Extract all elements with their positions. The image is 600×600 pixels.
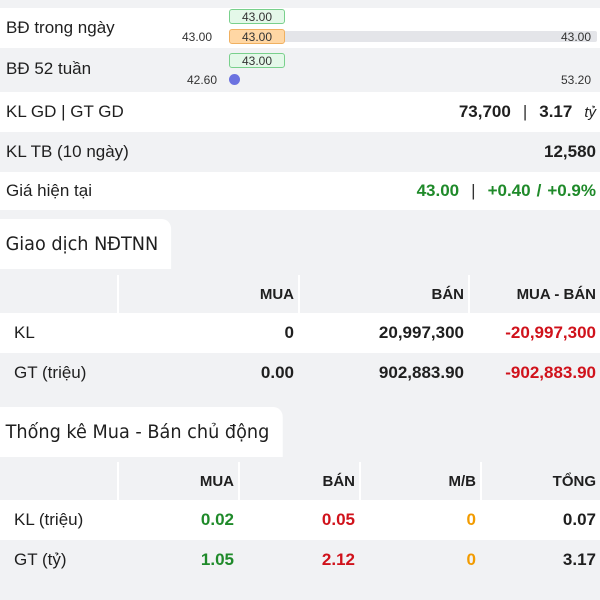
total-cell: 0.07 [562,510,596,529]
intraday-low: 43.00 [182,30,213,44]
active-trading-table: MUA BÁN M/B TỔNG KL (triệu) 0.02 0.05 0 … [0,462,600,580]
table-row: KL (triệu) 0.02 0.05 0 0.07 [0,500,600,540]
volume-value: 73,700 [458,102,511,121]
buy-cell: 0.02 [200,510,234,529]
header-buy: MUA [117,462,238,500]
header-net: MUA - BÁN [468,275,600,313]
intraday-high: 43.00 [561,30,592,44]
intraday-marker-top: 43.00 [229,9,285,24]
mb-cell: 0 [466,510,476,529]
row-label: KL (triệu) [14,510,84,529]
buy-cell: 0.00 [260,363,294,382]
week52-range-row: BĐ 52 tuần [0,48,600,90]
active-trading-title: Thống kê Mua - Bán chủ động [0,407,283,457]
header-empty [0,275,117,313]
avg-volume-row: KL TB (10 ngày) 12,580 [0,132,600,172]
sell-cell: 902,883.90 [378,363,464,382]
week52-marker: 43.00 [229,53,285,68]
header-sell: BÁN [238,462,359,500]
intraday-range-track [229,31,597,42]
sell-cell: 0.05 [321,510,355,529]
row-label: GT (triệu) [14,363,87,382]
volume-label: KL GD | GT GD [6,102,124,121]
price-change-slash: / [536,181,542,200]
price-change-pct: +0.9% [547,181,596,200]
avg-volume-label: KL TB (10 ngày) [6,142,129,161]
volume-row: KL GD | GT GD 73,700 | 3.17 tỷ [0,92,600,132]
foreign-trading-title: Giao dịch NĐTNN [0,219,172,269]
mb-cell: 0 [466,550,476,569]
avg-volume-value: 12,580 [544,142,596,161]
intraday-range-label: BĐ trong ngày [6,18,115,37]
total-cell: 3.17 [562,550,596,569]
intraday-range-row: BĐ trong ngày [0,8,600,48]
trade-value: 3.17 [539,102,573,121]
table-row: GT (triệu) 0.00 902,883.90 -902,883.90 [0,353,600,393]
current-price: 43.00 [416,181,460,200]
buy-cell: 1.05 [200,550,234,569]
header-total: TỔNG [480,462,600,500]
week52-high: 53.20 [561,73,592,87]
row-label: KL [14,323,35,342]
current-price-separator: | [471,181,476,200]
header-sell: BÁN [298,275,468,313]
volume-separator: | [522,102,528,121]
row-label: GT (tỷ) [14,550,67,569]
table-row: GT (tỷ) 1.05 2.12 0 3.17 [0,540,600,580]
buy-cell: 0 [284,323,294,342]
trade-value-unit: tỷ [584,103,596,121]
net-cell: -902,883.90 [505,363,596,382]
header-empty [0,462,117,500]
week52-range-label: BĐ 52 tuần [6,59,92,78]
sell-cell: 2.12 [321,550,355,569]
net-cell: -20,997,300 [505,323,596,342]
foreign-trading-table: MUA BÁN MUA - BÁN KL 0 20,997,300 -20,99… [0,275,600,393]
sell-cell: 20,997,300 [378,323,464,342]
table-header: MUA BÁN M/B TỔNG [0,462,600,500]
current-price-row: Giá hiện tại 43.00 | +0.40 / +0.9% [0,172,600,210]
current-price-label: Giá hiện tại [6,181,92,200]
price-change: +0.40 [487,181,531,200]
table-row: KL 0 20,997,300 -20,997,300 [0,313,600,353]
intraday-marker-bottom: 43.00 [229,29,285,44]
week52-low: 42.60 [187,73,218,87]
week52-position-dot [229,74,240,85]
table-header: MUA BÁN MUA - BÁN [0,275,600,313]
header-mb: M/B [359,462,480,500]
header-buy: MUA [117,275,298,313]
